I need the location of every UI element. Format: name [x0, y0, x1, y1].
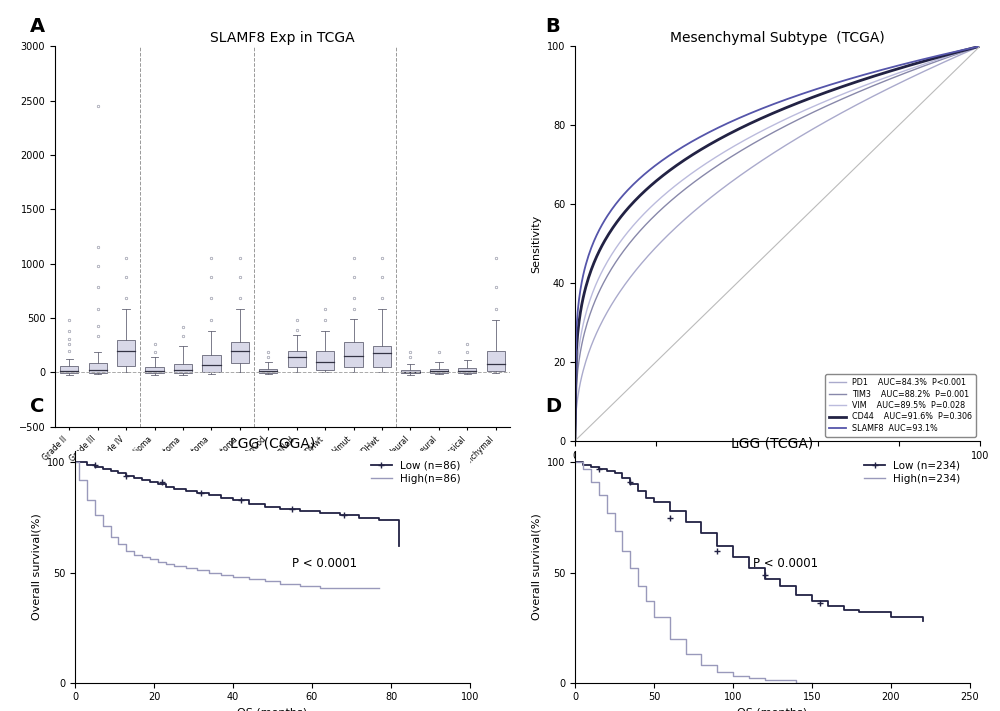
Y-axis label: Sensitivity: Sensitivity — [531, 215, 541, 272]
Bar — [89, 363, 107, 373]
Y-axis label: Overall survival(%): Overall survival(%) — [31, 513, 41, 621]
Text: P < 0.0001: P < 0.0001 — [292, 557, 357, 570]
Bar — [373, 346, 391, 367]
Legend: Low (n=86), High(n=86): Low (n=86), High(n=86) — [367, 456, 465, 488]
Legend: PD1    AUC=84.3%  P<0.001, TIM3    AUC=88.2%  P=0.001, VIM    AUC=89.5%  P=0.028: PD1 AUC=84.3% P<0.001, TIM3 AUC=88.2% P=… — [825, 374, 976, 437]
X-axis label: OS (months): OS (months) — [237, 708, 308, 711]
Bar — [288, 351, 306, 367]
Bar — [231, 343, 249, 363]
Text: C: C — [30, 397, 44, 417]
Bar — [60, 366, 78, 373]
Text: B: B — [545, 17, 560, 36]
Title: LGG (CGGA): LGG (CGGA) — [230, 437, 315, 450]
Title: SLAMF8 Exp in TCGA: SLAMF8 Exp in TCGA — [210, 31, 355, 45]
Bar — [117, 340, 135, 366]
Bar — [316, 351, 334, 370]
Bar — [458, 368, 476, 373]
Title: Mesenchymal Subtype  (TCGA): Mesenchymal Subtype (TCGA) — [670, 31, 885, 45]
Bar — [202, 356, 221, 372]
Text: A: A — [30, 17, 45, 36]
Bar — [145, 368, 164, 373]
Text: D: D — [545, 397, 561, 417]
Bar — [401, 370, 420, 373]
X-axis label: 1-Specificity: 1-Specificity — [743, 466, 812, 476]
Legend: Low (n=234), High(n=234): Low (n=234), High(n=234) — [860, 456, 965, 488]
Text: P < 0.0001: P < 0.0001 — [753, 557, 818, 570]
Bar — [259, 369, 277, 373]
Bar — [344, 343, 363, 367]
Title: LGG (TCGA): LGG (TCGA) — [731, 437, 814, 450]
Bar — [174, 364, 192, 373]
Bar — [430, 369, 448, 373]
Bar — [487, 351, 505, 371]
Y-axis label: Overall survival(%): Overall survival(%) — [531, 513, 541, 621]
X-axis label: OS (months): OS (months) — [737, 708, 808, 711]
